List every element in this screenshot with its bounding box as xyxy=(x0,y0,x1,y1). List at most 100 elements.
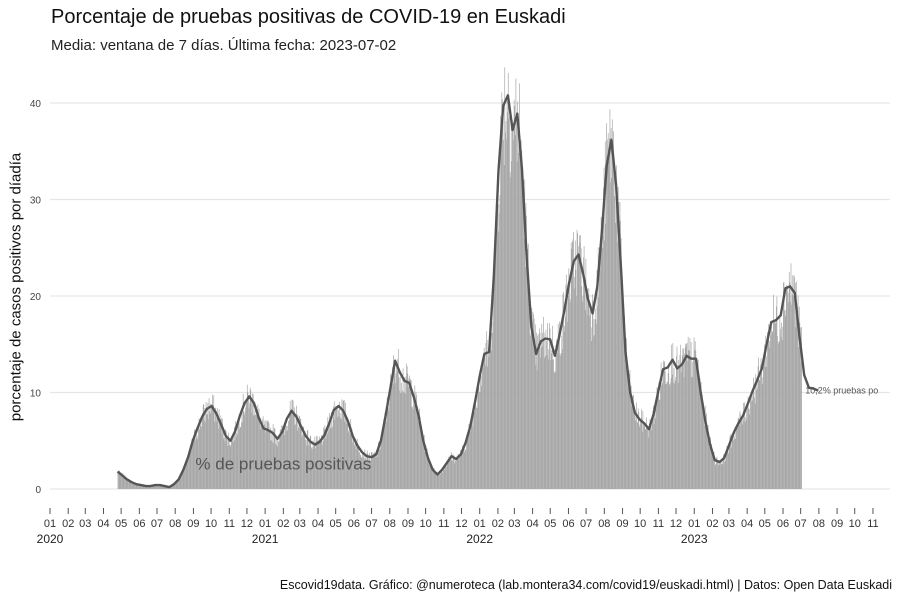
bar xyxy=(507,112,509,490)
bar xyxy=(233,441,235,489)
bar xyxy=(275,437,277,489)
bar xyxy=(540,357,541,489)
bar xyxy=(620,220,621,489)
x-tick-label: 09 xyxy=(616,518,628,530)
bar xyxy=(156,484,158,489)
bar xyxy=(286,425,288,489)
bar xyxy=(212,394,213,489)
bar xyxy=(657,390,659,489)
bar xyxy=(152,485,154,489)
bar xyxy=(183,468,185,489)
bar xyxy=(550,349,552,489)
bar xyxy=(380,445,382,489)
bar xyxy=(553,359,554,489)
bar xyxy=(580,235,581,489)
x-tick-label: 08 xyxy=(384,518,396,530)
bar xyxy=(211,404,213,489)
bar xyxy=(171,485,173,489)
bar xyxy=(507,72,509,489)
bar xyxy=(382,436,383,489)
bar xyxy=(710,447,712,489)
bar xyxy=(646,427,648,489)
bar xyxy=(732,435,734,489)
bar xyxy=(691,361,693,489)
bar xyxy=(343,400,345,489)
bar xyxy=(784,310,786,489)
bar xyxy=(503,139,504,490)
bar xyxy=(726,445,728,489)
bar xyxy=(510,177,511,489)
bar xyxy=(397,348,399,489)
bar xyxy=(630,399,631,489)
bar xyxy=(289,413,290,489)
bar xyxy=(570,242,572,489)
bar xyxy=(592,301,594,489)
x-tick-label: 06 xyxy=(348,518,360,530)
bar xyxy=(614,222,616,490)
bar xyxy=(251,412,253,489)
bar xyxy=(427,455,429,489)
bar xyxy=(283,428,285,489)
bar xyxy=(224,437,225,489)
bar xyxy=(339,401,340,489)
bar xyxy=(360,455,362,489)
bar xyxy=(132,481,133,489)
bar xyxy=(209,411,210,489)
bar xyxy=(615,186,617,489)
bar xyxy=(229,444,231,489)
bar xyxy=(408,378,410,489)
bar xyxy=(607,133,609,490)
bar xyxy=(588,288,590,489)
bar xyxy=(469,421,471,489)
bar xyxy=(354,445,356,489)
bar xyxy=(227,439,229,489)
bar xyxy=(567,296,569,489)
bar xyxy=(219,420,220,489)
bar xyxy=(245,402,247,489)
bar xyxy=(117,471,119,489)
bar xyxy=(754,397,755,489)
bar xyxy=(335,405,337,489)
bar xyxy=(386,397,388,489)
bar xyxy=(412,407,413,489)
bar xyxy=(728,446,730,489)
bar xyxy=(169,486,171,489)
bar xyxy=(742,424,744,489)
bar xyxy=(711,450,713,489)
x-tick-label: 08 xyxy=(598,518,610,530)
year-label-2021: 2021 xyxy=(252,532,279,546)
x-tick-label: 10 xyxy=(419,518,431,530)
bar xyxy=(135,483,137,489)
bar xyxy=(635,414,637,489)
x-tick-label: 04 xyxy=(741,518,753,530)
bar xyxy=(744,402,745,489)
bar xyxy=(205,422,206,489)
bar xyxy=(268,421,269,489)
bar xyxy=(465,450,467,489)
bar xyxy=(376,450,377,489)
bar xyxy=(466,442,467,489)
bar xyxy=(238,415,240,489)
bar xyxy=(265,420,267,489)
bar xyxy=(710,437,711,489)
bar xyxy=(521,150,523,489)
bar xyxy=(296,414,298,489)
bar xyxy=(499,213,500,490)
bar xyxy=(389,402,390,489)
bar xyxy=(213,395,215,489)
bar xyxy=(132,483,134,489)
bar xyxy=(714,461,715,489)
x-tick-label: 03 xyxy=(294,518,306,530)
bar xyxy=(716,456,718,489)
bar xyxy=(324,425,326,489)
bar xyxy=(403,391,404,489)
bar xyxy=(282,429,284,489)
bar xyxy=(647,425,648,489)
bar xyxy=(308,441,310,489)
bar xyxy=(186,462,188,489)
x-tick-label: 02 xyxy=(62,518,74,530)
bar xyxy=(723,453,725,489)
bar xyxy=(534,324,536,489)
bar xyxy=(222,418,223,489)
bar xyxy=(620,238,622,489)
